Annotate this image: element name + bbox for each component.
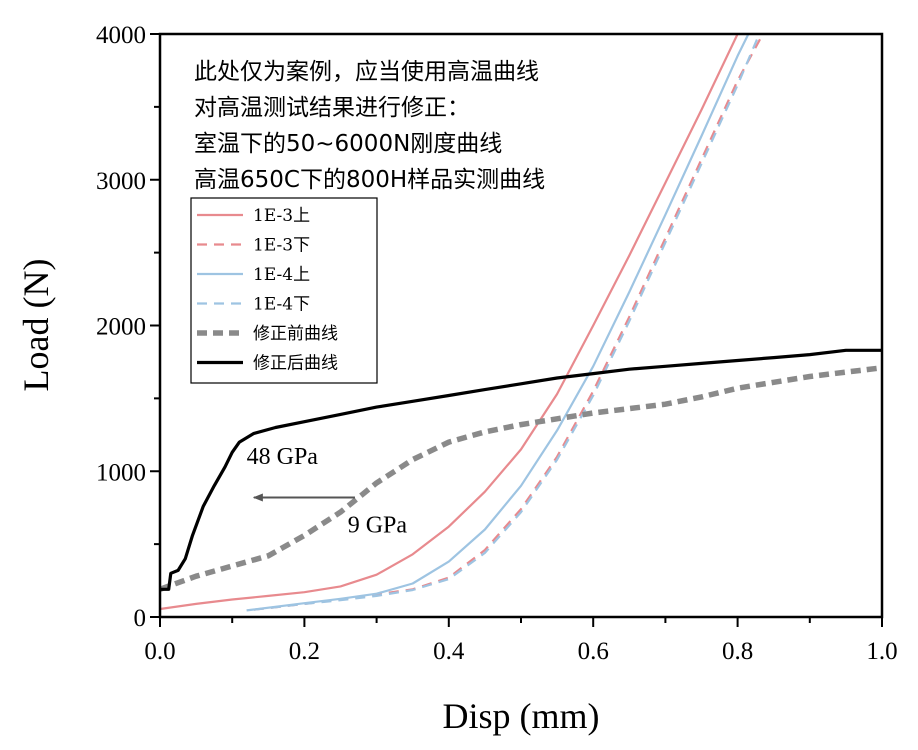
x-tick-label: 1.0 — [866, 638, 897, 665]
series-line-0 — [160, 34, 739, 611]
y-tick-label: 4000 — [96, 22, 146, 49]
series-line-5 — [160, 348, 882, 591]
series-line-1 — [253, 34, 764, 611]
x-tick-label: 0.6 — [578, 638, 609, 665]
y-tick-label: 2000 — [96, 314, 146, 341]
x-tick-label: 0.4 — [433, 638, 465, 665]
x-tick-label: 0.8 — [722, 638, 753, 665]
x-tick-label: 0.0 — [144, 638, 175, 665]
series-line-2 — [246, 34, 750, 612]
annotations: 48 GPa 9 GPa — [247, 444, 408, 539]
series-line-3 — [253, 34, 761, 611]
legend-label: 1E-3下 — [253, 236, 310, 256]
note-line: 高温650C下的800H样品实测曲线 — [194, 167, 545, 193]
axis-ticks: 0.0 0.2 0.4 0.6 0.8 1.0 0 1000 2000 3000 4000 — [96, 22, 898, 665]
legend-label: 1E-4上 — [253, 265, 310, 285]
legend-label: 修正前曲线 — [253, 324, 338, 344]
note-line: 室温下的50~6000N刚度曲线 — [194, 131, 502, 157]
y-tick-label: 1000 — [96, 459, 146, 486]
y-axis-title: Load (N) — [16, 259, 56, 392]
series-line-4 — [160, 365, 882, 592]
note-line: 对高温测试结果进行修正： — [194, 95, 470, 121]
series-layer — [160, 34, 882, 612]
annotation-label: 48 GPa — [247, 444, 319, 470]
legend-label: 修正后曲线 — [253, 354, 338, 374]
note-line: 此处仅为案例，应当使用高温曲线 — [194, 59, 539, 85]
legend-label: 1E-3上 — [253, 206, 310, 226]
y-tick-label: 0 — [134, 605, 147, 632]
annotation-label: 9 GPa — [348, 512, 408, 538]
legend-box — [190, 197, 378, 384]
x-axis-title: Disp (mm) — [443, 696, 600, 736]
legend-label: 1E-4下 — [253, 295, 310, 315]
y-tick-label: 3000 — [96, 168, 146, 195]
x-tick-label: 0.2 — [289, 638, 320, 665]
